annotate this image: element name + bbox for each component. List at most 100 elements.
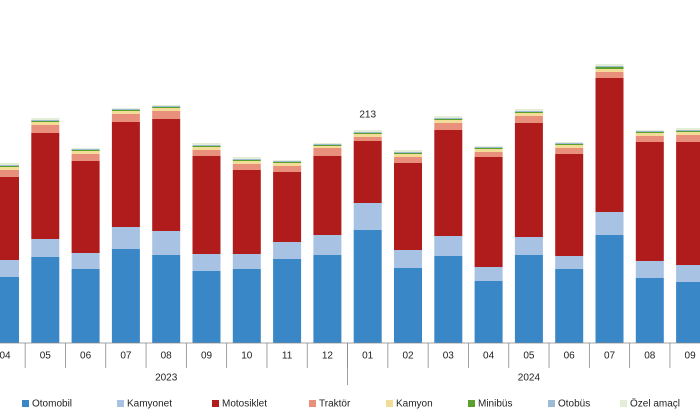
x-tick-label: 11 [282, 351, 293, 362]
x-tick-label: 08 [161, 351, 173, 362]
bar-segment [232, 160, 261, 161]
legend-swatch [212, 400, 219, 407]
bar-segment [434, 130, 463, 236]
bar-segment [595, 235, 624, 343]
bar-segment [232, 159, 261, 160]
bar-segment [192, 150, 221, 156]
bar-segment [273, 163, 302, 166]
bar-segment [71, 150, 100, 151]
bar-segment [71, 154, 100, 161]
bar-segment [353, 134, 382, 137]
bar-segment [0, 165, 19, 166]
bar-segment [394, 152, 422, 153]
bar-segment [434, 120, 463, 123]
bar-segment [111, 114, 140, 122]
x-tick-label: 05 [40, 351, 52, 362]
bar-segment [273, 172, 302, 242]
bar-segment [31, 118, 60, 120]
bar-segment [273, 166, 302, 172]
bar-segment [152, 107, 181, 108]
bar-segment [71, 149, 100, 150]
bar-segment [676, 282, 700, 343]
bar-segment [595, 69, 624, 72]
x-tick-label: 04 [0, 351, 11, 362]
bar-segment [152, 111, 181, 119]
bar-segment [31, 125, 60, 133]
bar-segment [514, 112, 543, 113]
bar-segment [152, 106, 181, 107]
legend-label: Özel amaçl [630, 398, 680, 410]
bar-segment [676, 265, 700, 282]
bar-segment [273, 242, 302, 259]
bar-segment [111, 111, 140, 114]
bar-segment [635, 136, 664, 142]
bar-segment [232, 254, 261, 269]
bar-segment [635, 142, 664, 261]
bar-segment [192, 146, 221, 147]
bar-segment [353, 130, 382, 132]
legend-label: Otomobil [32, 399, 72, 410]
group-label: 2023 [155, 373, 178, 384]
bar-segment [434, 236, 463, 256]
bar-segment [313, 255, 342, 343]
bar-segment [434, 116, 463, 118]
bar-segment [0, 177, 19, 260]
bar-segment [152, 108, 181, 111]
x-tick-label: 06 [564, 351, 576, 362]
bar-segment [474, 267, 503, 281]
bar-segment [152, 105, 181, 106]
bar-segment [434, 118, 463, 119]
bar-segment [313, 144, 342, 145]
bar-segment [555, 269, 584, 343]
bar-segment [676, 128, 700, 130]
bar-segment [353, 203, 382, 230]
bar-segment [434, 119, 463, 120]
bar-segment [394, 268, 422, 343]
bar-segment [595, 78, 624, 212]
bar-segment [353, 230, 382, 343]
bar-segment [555, 148, 584, 154]
total-label: 213 [359, 110, 376, 121]
bar-segment [192, 156, 221, 254]
legend-swatch [22, 400, 29, 407]
bar-segment [474, 152, 503, 157]
bar-segment [192, 147, 221, 150]
legend-swatch [468, 400, 475, 407]
bar-segment [595, 66, 624, 67]
bar-segment [273, 162, 302, 163]
bar-segment [635, 133, 664, 136]
bar-segment [474, 147, 503, 148]
bar-segment [31, 257, 60, 343]
bar-segment [394, 153, 422, 154]
x-tick-label: 03 [443, 351, 455, 362]
bar-segment [514, 113, 543, 116]
legend-label: Motosiklet [222, 399, 267, 410]
legend-label: Minibüs [478, 399, 512, 410]
bar-segment [353, 141, 382, 203]
bar-segment [232, 157, 261, 159]
bar-segment [555, 154, 584, 256]
bar-segment [394, 157, 422, 163]
bar-segment [514, 255, 543, 343]
legend-label: Traktör [319, 399, 351, 410]
bar-segment [474, 281, 503, 343]
x-tick-label: 09 [201, 351, 213, 362]
x-tick-label: 02 [402, 351, 414, 362]
bar-segment [434, 256, 463, 343]
bar-segment [273, 259, 302, 343]
bar-segment [434, 123, 463, 130]
bar-segment [71, 148, 100, 149]
bar-segment [394, 163, 422, 250]
bar-segment [313, 145, 342, 146]
bar-segment [0, 167, 19, 170]
bar-segment [71, 269, 100, 343]
bar-segment [353, 137, 382, 141]
bar-segment [31, 122, 60, 125]
x-tick-label: 07 [604, 351, 616, 362]
bar-segment [514, 109, 543, 111]
bar-segment [514, 116, 543, 123]
bar-segment [152, 119, 181, 231]
bar-segment [635, 130, 664, 131]
bar-segment [313, 143, 342, 144]
bar-segment [595, 64, 624, 66]
